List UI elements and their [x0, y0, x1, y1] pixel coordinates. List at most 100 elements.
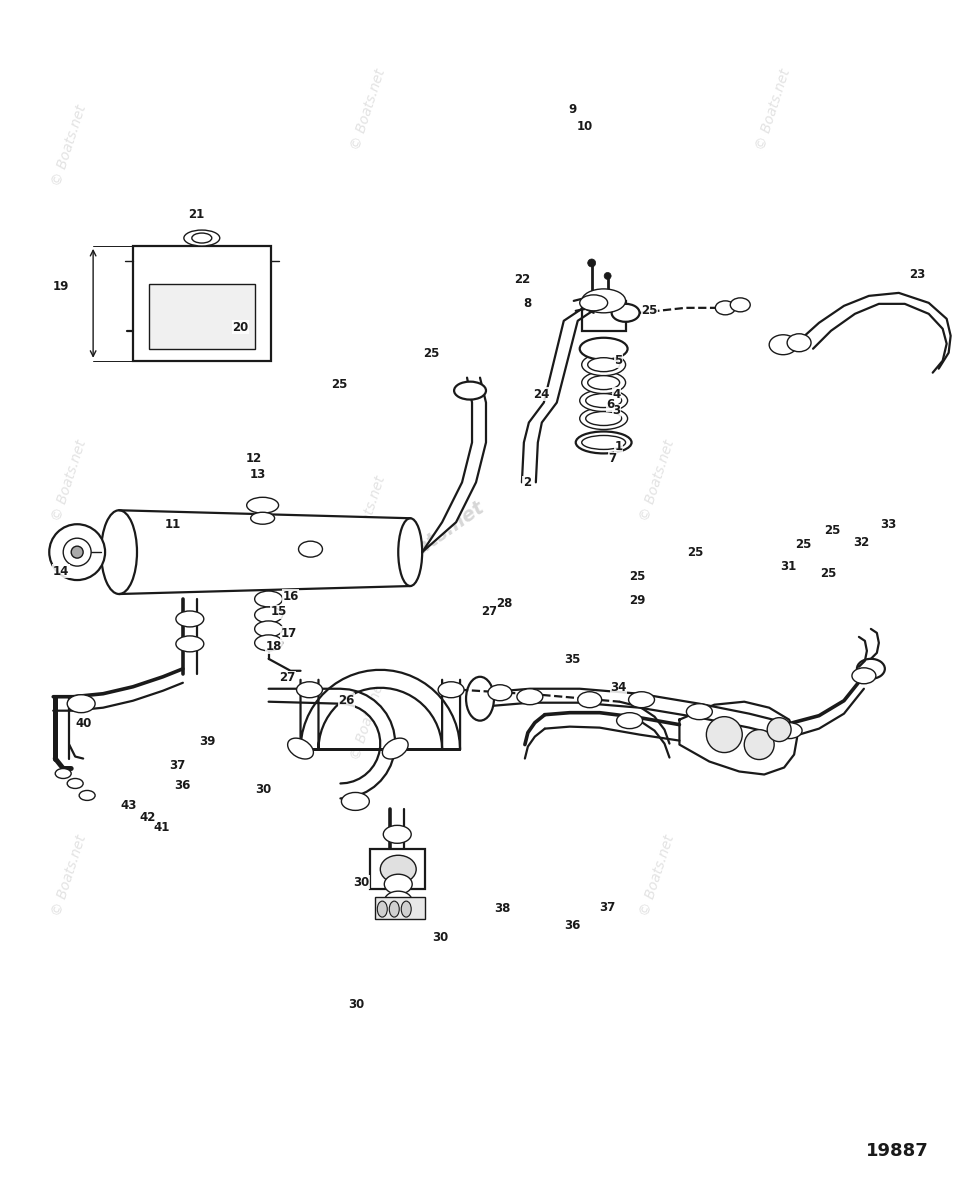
Ellipse shape	[454, 382, 486, 400]
Text: 17: 17	[280, 628, 297, 640]
Text: 26: 26	[338, 694, 355, 707]
Ellipse shape	[384, 875, 412, 894]
Ellipse shape	[687, 703, 713, 720]
Text: 25: 25	[821, 568, 836, 580]
Text: 3: 3	[612, 404, 621, 418]
Ellipse shape	[730, 298, 750, 312]
Ellipse shape	[254, 635, 282, 650]
Ellipse shape	[604, 272, 611, 280]
Ellipse shape	[254, 592, 282, 607]
Ellipse shape	[79, 791, 95, 800]
Bar	[133, 246, 271, 361]
Ellipse shape	[617, 713, 642, 728]
Text: © Boats.net: © Boats.net	[348, 474, 388, 559]
Text: © Boats.net: © Boats.net	[348, 677, 388, 762]
Ellipse shape	[586, 412, 622, 426]
Ellipse shape	[102, 510, 137, 594]
Text: ©Boats.net: ©Boats.net	[373, 497, 487, 584]
Polygon shape	[620, 702, 669, 757]
Text: 25: 25	[824, 524, 840, 538]
Text: 34: 34	[610, 680, 627, 694]
Text: 41: 41	[153, 821, 169, 834]
Ellipse shape	[299, 541, 322, 557]
Text: 6: 6	[606, 398, 615, 412]
Text: 1: 1	[614, 440, 623, 454]
Text: 32: 32	[853, 536, 869, 550]
Text: 36: 36	[564, 919, 580, 932]
Text: 37: 37	[169, 758, 185, 772]
Text: 24: 24	[533, 388, 549, 401]
Ellipse shape	[250, 512, 275, 524]
Ellipse shape	[247, 497, 278, 514]
Ellipse shape	[254, 620, 282, 637]
Ellipse shape	[377, 901, 387, 917]
Ellipse shape	[466, 677, 494, 721]
Ellipse shape	[580, 390, 628, 412]
Text: 33: 33	[880, 518, 896, 532]
Ellipse shape	[184, 230, 220, 246]
Text: 4: 4	[612, 388, 621, 401]
Ellipse shape	[716, 301, 735, 314]
Text: 19887: 19887	[866, 1142, 928, 1160]
Polygon shape	[680, 702, 797, 774]
Text: 23: 23	[909, 268, 925, 281]
Ellipse shape	[297, 682, 322, 697]
Text: 11: 11	[165, 518, 181, 532]
Ellipse shape	[857, 659, 885, 679]
Text: 8: 8	[523, 296, 531, 310]
Text: 30: 30	[348, 998, 365, 1010]
Text: 10: 10	[576, 120, 593, 133]
Text: 14: 14	[53, 565, 70, 577]
Text: 18: 18	[266, 640, 282, 653]
Ellipse shape	[67, 779, 83, 788]
Bar	[375, 898, 425, 919]
Text: 25: 25	[331, 378, 347, 391]
Polygon shape	[269, 689, 396, 798]
Polygon shape	[522, 308, 596, 482]
Text: 36: 36	[174, 779, 190, 792]
Text: 21: 21	[188, 209, 204, 221]
Text: © Boats.net: © Boats.net	[348, 67, 388, 152]
Polygon shape	[494, 689, 789, 738]
Text: 12: 12	[246, 452, 262, 466]
Ellipse shape	[769, 335, 797, 355]
Ellipse shape	[588, 259, 596, 266]
Ellipse shape	[398, 518, 423, 586]
Circle shape	[49, 524, 105, 580]
Text: 20: 20	[232, 320, 249, 334]
Ellipse shape	[787, 334, 811, 352]
Ellipse shape	[55, 768, 72, 779]
Ellipse shape	[852, 668, 876, 684]
Text: 27: 27	[482, 606, 497, 618]
Ellipse shape	[582, 354, 626, 376]
Ellipse shape	[341, 792, 369, 810]
Circle shape	[745, 730, 775, 760]
Text: 39: 39	[199, 734, 216, 748]
Bar	[582, 301, 626, 331]
Ellipse shape	[254, 607, 282, 623]
Text: 42: 42	[140, 811, 156, 824]
Ellipse shape	[777, 722, 802, 739]
Ellipse shape	[575, 432, 631, 454]
Text: © Boats.net: © Boats.net	[637, 833, 677, 918]
Text: 43: 43	[121, 799, 137, 812]
Ellipse shape	[401, 901, 411, 917]
Text: © Boats.net: © Boats.net	[753, 67, 793, 152]
Ellipse shape	[586, 394, 622, 408]
Ellipse shape	[580, 295, 607, 311]
Text: 31: 31	[780, 560, 796, 572]
Ellipse shape	[517, 689, 542, 704]
Ellipse shape	[384, 892, 412, 911]
Text: 7: 7	[608, 452, 617, 466]
Text: 2: 2	[523, 476, 531, 490]
Ellipse shape	[612, 304, 639, 322]
Ellipse shape	[577, 691, 601, 708]
Text: 25: 25	[688, 546, 704, 559]
Ellipse shape	[191, 233, 212, 244]
Text: 25: 25	[796, 539, 812, 552]
Bar	[370, 850, 425, 889]
Polygon shape	[301, 670, 460, 750]
Text: 27: 27	[278, 671, 295, 684]
Text: 15: 15	[271, 606, 287, 618]
Ellipse shape	[287, 738, 313, 760]
